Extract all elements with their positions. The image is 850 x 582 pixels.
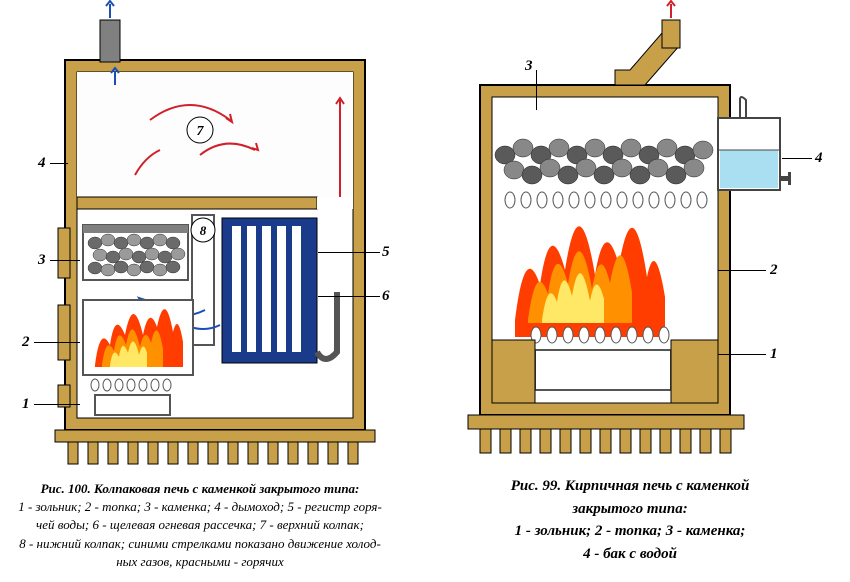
cap100-l4: 8 - нижний колпак; синими стрелками пока…	[0, 535, 400, 553]
lbl-99-3: 3	[525, 58, 533, 75]
fig-99: 3 4 2 1 Рис. 99. Кирпичная печь с каменк…	[420, 0, 850, 582]
leader-100-2	[34, 342, 80, 343]
lbl-99-1: 1	[770, 346, 778, 363]
cap100-l3: чей воды; 6 - щелевая огневая рассечка; …	[0, 516, 400, 534]
cap100-l2: 1 - зольник; 2 - топка; 3 - каменка; 4 -…	[0, 498, 400, 516]
leader-100-1	[34, 404, 80, 405]
svg-text:8: 8	[200, 223, 207, 238]
fig-99-caption: Рис. 99. Кирпичная печь с каменкой закры…	[440, 475, 820, 565]
leader-100-3	[50, 260, 80, 261]
fig-100-svg: 7 8	[0, 0, 420, 470]
lbl-99-2: 2	[770, 262, 778, 279]
leader-100-4	[50, 163, 68, 164]
svg-text:7: 7	[197, 124, 205, 139]
lbl-100-5: 5	[382, 244, 390, 261]
cap99-l1: Рис. 99. Кирпичная печь с каменкой	[440, 475, 820, 498]
cap99-l3: 1 - зольник; 2 - топка; 3 - каменка;	[440, 520, 820, 543]
leader-100-5	[318, 252, 380, 253]
lbl-100-4: 4	[38, 155, 46, 172]
cap100-l1: Рис. 100. Колпаковая печь с каменкой зак…	[0, 480, 400, 498]
cap99-l4: 4 - бак с водой	[440, 543, 820, 566]
lbl-99-4: 4	[815, 150, 823, 167]
cap100-l5: ных газов, красными - горячих	[0, 553, 400, 571]
lbl-100-1: 1	[22, 396, 30, 413]
leader-99-4	[782, 158, 812, 159]
leader-100-6	[318, 296, 380, 297]
lbl-100-3: 3	[38, 252, 46, 269]
leader-99-2	[718, 270, 766, 271]
fig-100: 7 8	[0, 0, 420, 582]
lbl-100-6: 6	[382, 288, 390, 305]
leader-99-1	[718, 354, 766, 355]
fig-99-svg	[420, 0, 850, 470]
fig-100-caption: Рис. 100. Колпаковая печь с каменкой зак…	[0, 480, 400, 571]
lbl-100-2: 2	[22, 334, 30, 351]
cap99-l2: закрытого типа:	[440, 498, 820, 521]
leader-99-3	[536, 70, 537, 110]
